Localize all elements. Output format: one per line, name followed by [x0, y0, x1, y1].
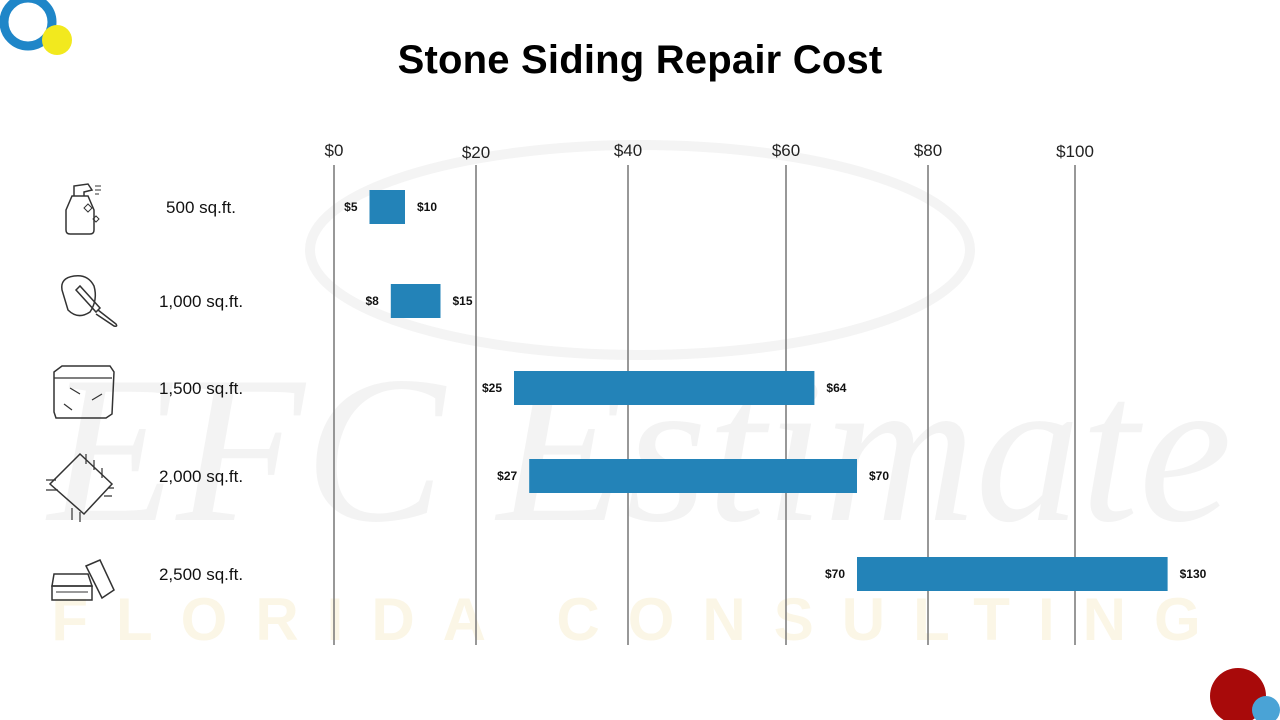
logo-top-left [0, 0, 72, 55]
category-label: 2,500 sq.ft. [159, 565, 243, 584]
logo-blue-circle-icon [1252, 696, 1280, 720]
logo-red-circle-icon [1210, 668, 1266, 720]
x-tick-label: $20 [462, 143, 490, 162]
x-tick-label: $40 [614, 141, 642, 160]
spray-bottle-icon [65, 183, 101, 235]
x-tick-label: $100 [1056, 142, 1094, 161]
trowel-icon [61, 274, 118, 327]
stone-block-icon [53, 365, 115, 419]
range-bar [369, 190, 405, 224]
high-value-label: $10 [417, 200, 437, 214]
category-label: 2,000 sq.ft. [159, 467, 243, 486]
high-value-label: $130 [1180, 567, 1207, 581]
range-bar [857, 557, 1168, 591]
low-value-label: $27 [497, 469, 517, 483]
watermark-sub-text: FLORIDA CONSULTING [51, 586, 1228, 653]
low-value-label: $5 [344, 200, 358, 214]
range-bar [390, 284, 441, 318]
low-value-label: $70 [825, 567, 845, 581]
logo-bottom-right [1210, 668, 1280, 720]
range-bar [514, 371, 815, 405]
chart-title: Stone Siding Repair Cost [397, 38, 883, 82]
logo-dot-icon [42, 25, 72, 55]
x-tick-label: $60 [772, 141, 800, 160]
x-tick-label: $0 [325, 141, 344, 160]
high-value-label: $70 [869, 469, 889, 483]
high-value-label: $64 [826, 381, 846, 395]
stacked-stones-icon [51, 559, 115, 601]
x-tick-label: $80 [914, 141, 942, 160]
low-value-label: $8 [365, 294, 379, 308]
stone-tile-icon [46, 452, 114, 522]
logo-ring-icon [0, 0, 57, 51]
category-label: 1,500 sq.ft. [159, 379, 243, 398]
range-bar [529, 459, 857, 493]
watermark-swoosh [305, 140, 975, 360]
high-value-label: $15 [453, 294, 473, 308]
category-label: 500 sq.ft. [166, 198, 236, 217]
low-value-label: $25 [482, 381, 502, 395]
category-label: 1,000 sq.ft. [159, 292, 243, 311]
